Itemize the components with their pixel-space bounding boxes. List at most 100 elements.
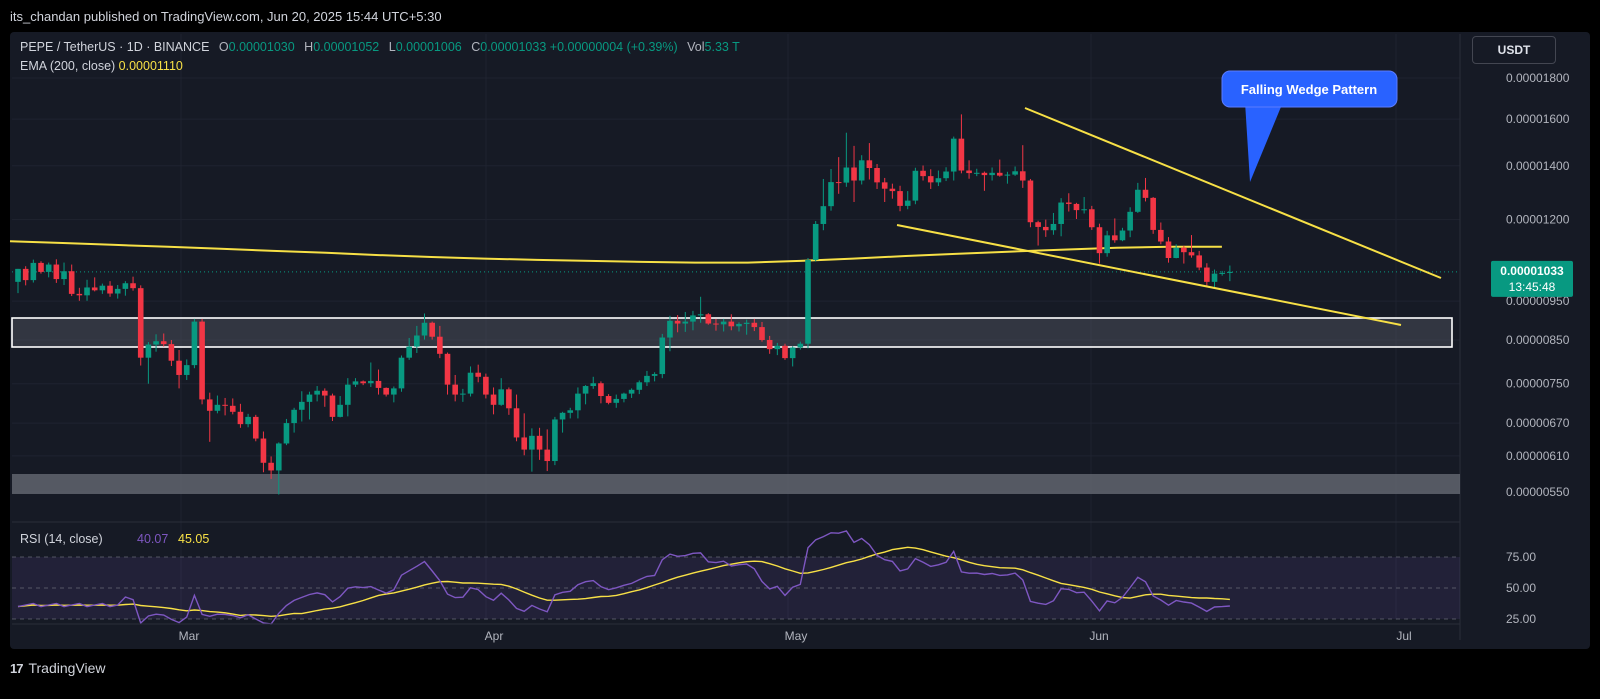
candle-body (575, 393, 581, 411)
candle-body (889, 188, 896, 192)
candle-body (490, 394, 497, 405)
candle-body (191, 321, 198, 366)
candle-body (674, 320, 681, 324)
candle-body (245, 416, 251, 425)
candle-body (797, 343, 804, 348)
candle-body (536, 435, 543, 450)
candle-body (199, 321, 205, 400)
candle-body (398, 357, 405, 389)
candle-body (628, 389, 635, 394)
candle-body (475, 372, 481, 377)
rsi-tick-label: 50.00 (1506, 581, 1536, 595)
candle-body (352, 381, 359, 385)
price-tick-label: 0.00000950 (1506, 294, 1570, 308)
candle-body (920, 170, 926, 177)
candle-series (15, 114, 1233, 495)
candle-body (237, 411, 244, 425)
candle-body (552, 419, 558, 462)
close-value: 0.00001033 (480, 40, 547, 54)
tradingview-brand: TradingView (28, 660, 106, 676)
ema-200-path (9, 240, 1222, 264)
candle-body (61, 271, 67, 280)
candle-body (383, 387, 389, 395)
candle-body (38, 262, 44, 272)
candle-body (644, 375, 650, 383)
candle-body (291, 409, 297, 424)
candle-body (690, 315, 696, 322)
candle-body (851, 167, 857, 181)
tradingview-logo[interactable]: 17 TradingView (10, 660, 106, 676)
candle-body (912, 170, 919, 201)
candle-body (989, 172, 995, 176)
candle-body (1142, 189, 1149, 198)
candle-body (1204, 267, 1210, 282)
time-tick-label: Jun (1089, 629, 1108, 643)
low-label: L (388, 40, 396, 54)
candle-body (874, 168, 880, 183)
ema-label[interactable]: EMA (200, close) (20, 59, 116, 73)
candle-body (107, 285, 113, 294)
candle-body (1219, 272, 1225, 274)
candle-body (1135, 189, 1141, 212)
candle-body (22, 268, 29, 281)
currency-button[interactable]: USDT (1472, 36, 1556, 64)
candle-body (667, 320, 673, 338)
candle-body (460, 393, 466, 395)
candle-body (1150, 197, 1156, 230)
candle-body (529, 435, 535, 450)
rsi-tick-label: 75.00 (1506, 550, 1536, 564)
candle-body (483, 376, 489, 395)
candle-body (582, 386, 589, 394)
candle-body (122, 283, 129, 289)
price-badge-value: 0.00001033 (1500, 264, 1564, 278)
candle-body (1227, 271, 1233, 273)
candle-body (973, 172, 980, 174)
rsi-ma-line (17, 546, 1230, 618)
rsi-pane: 75.00 50.00 25.00 RSI (14, close) 40.07 45.05 (12, 521, 1536, 626)
candle-body (1042, 226, 1049, 231)
candle-body (950, 138, 957, 172)
candle-body (743, 322, 750, 324)
candle-body (444, 353, 451, 385)
high-label: H (304, 40, 314, 54)
candle-body (1035, 222, 1041, 227)
volume-value: 5.33 T (704, 40, 740, 54)
callout-text: Falling Wedge Pattern (1241, 82, 1377, 97)
candle-body (789, 347, 796, 359)
symbol-title[interactable]: PEPE / TetherUS · 1D · BINANCE (20, 40, 210, 54)
candle-body (467, 372, 474, 394)
time-tick-label: Apr (485, 629, 504, 643)
annotation-callout: Falling Wedge Pattern (1221, 70, 1398, 182)
candle-body (567, 410, 574, 413)
candle-body (214, 404, 221, 411)
candle-body (1027, 180, 1034, 223)
candle-body (15, 268, 21, 282)
candle-body (843, 167, 850, 183)
candle-body (275, 443, 282, 471)
candle-body (1112, 235, 1118, 241)
time-axis: Mar Apr May Jun Jul (12, 623, 1460, 643)
candle-body (1158, 229, 1164, 242)
candle-body (605, 396, 612, 403)
candle-body (935, 178, 942, 183)
candle-body (406, 346, 412, 358)
candle-body (222, 404, 228, 406)
candle-body (705, 314, 712, 324)
candle-body (145, 344, 152, 358)
candle-body (943, 171, 949, 179)
candle-body (498, 389, 505, 405)
candle-body (559, 412, 566, 420)
candle-body (774, 345, 781, 350)
candle-body (137, 288, 144, 358)
tradingview-logo-icon: 17 (10, 660, 24, 676)
candle-body (1073, 203, 1080, 211)
rsi-tick-label: 25.00 (1506, 612, 1536, 626)
support-zone (12, 474, 1460, 494)
price-tick-label: 0.00001200 (1506, 213, 1570, 227)
candle-body (1173, 247, 1179, 258)
candle-body (1181, 247, 1187, 253)
candle-body (1081, 209, 1087, 211)
candle-body (513, 408, 520, 438)
candle-body (421, 322, 428, 336)
